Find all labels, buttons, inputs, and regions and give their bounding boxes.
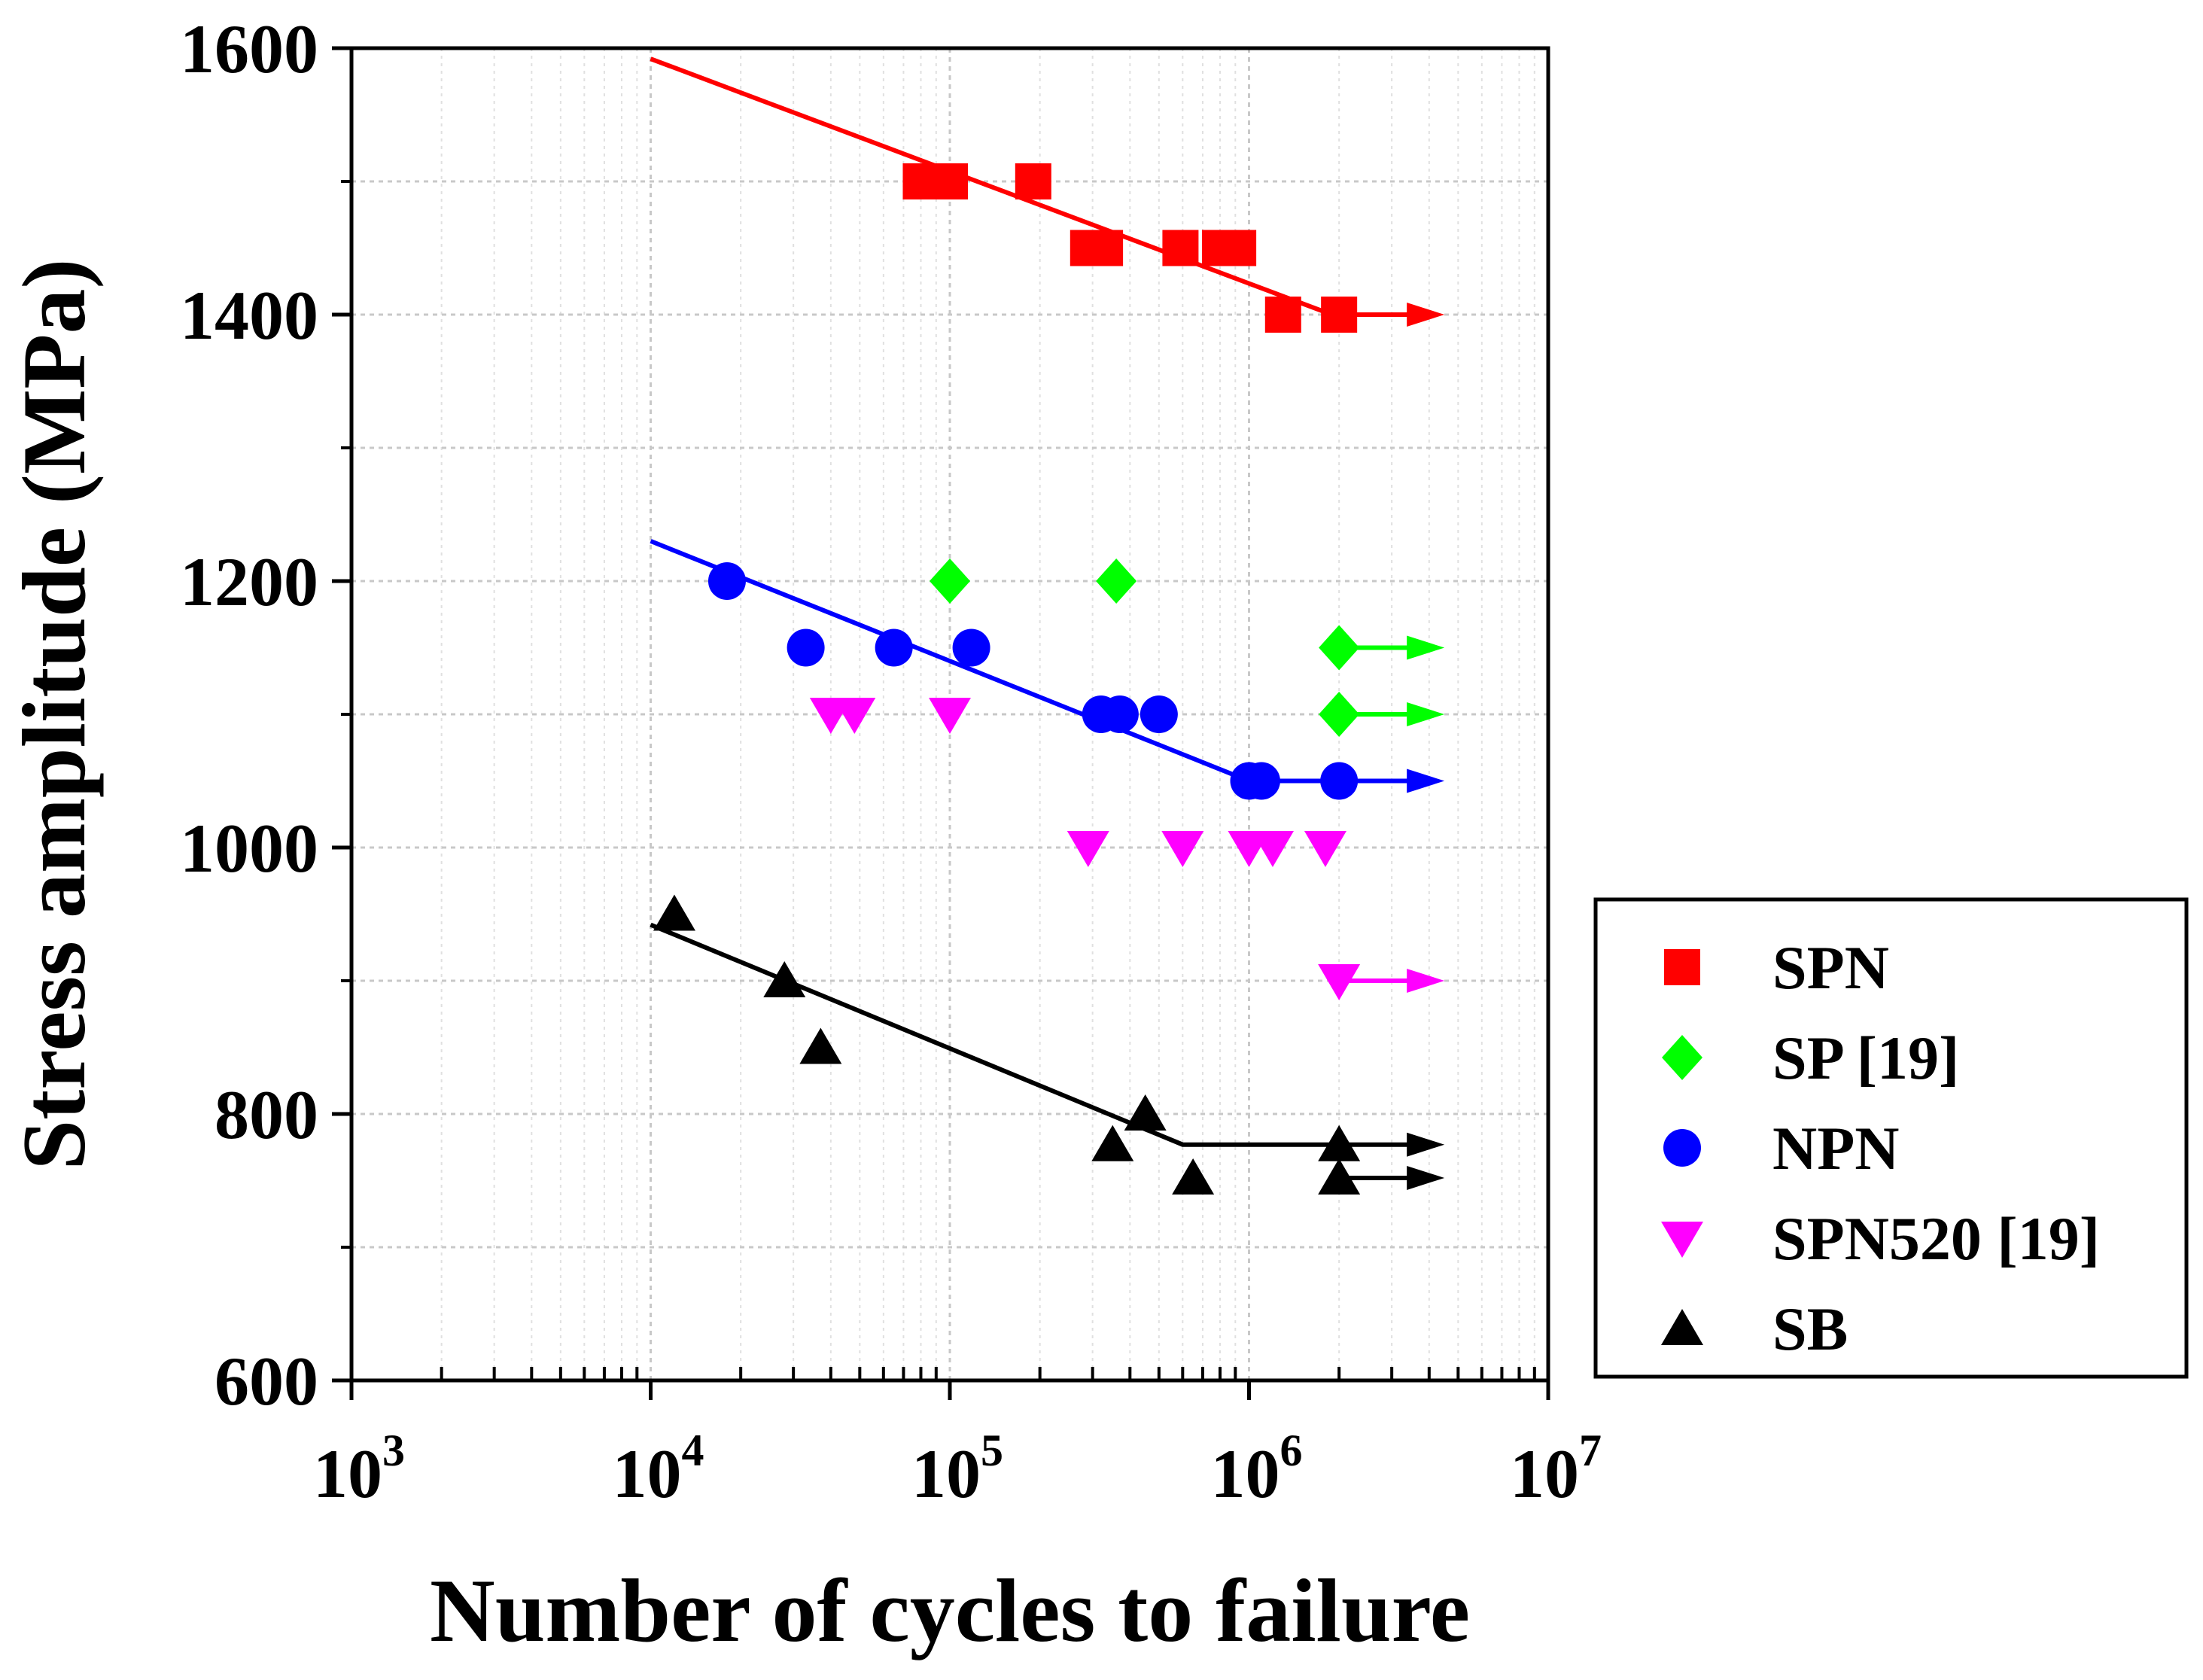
data-point-sp-19 — [1096, 558, 1137, 604]
data-point-spn — [932, 163, 968, 199]
legend-marker-sp-19 — [1662, 1035, 1702, 1080]
data-point-sb — [1091, 1125, 1134, 1161]
data-points — [653, 163, 1361, 1195]
data-point-spn520-19 — [833, 698, 876, 734]
y-tick-label: 1000 — [180, 810, 318, 887]
data-point-spn — [1220, 230, 1257, 266]
data-point-sb — [1172, 1158, 1215, 1195]
data-point-sp-19 — [1319, 625, 1360, 671]
legend-label-npn: NPN — [1772, 1114, 1900, 1182]
legend-marker-spn — [1664, 949, 1700, 985]
data-point-sb — [1318, 1125, 1361, 1161]
data-point-npn — [875, 628, 913, 667]
data-point-npn — [1242, 762, 1280, 800]
y-tick-label: 800 — [215, 1076, 318, 1153]
legend-label-sb: SB — [1772, 1295, 1848, 1363]
legend-marker-spn520-19 — [1661, 1222, 1703, 1258]
y-axis-title: Stress amplitude (MPa) — [4, 258, 104, 1170]
x-tick-label: 106 — [1211, 1426, 1303, 1512]
legend: SPN SP [19] NPN SPN520 [19] SB — [1593, 897, 2189, 1379]
x-tick-label: 104 — [613, 1426, 704, 1512]
data-point-spn — [1321, 297, 1358, 333]
y-tick-label: 1200 — [180, 543, 318, 620]
runout-arrowhead-sb — [1407, 1165, 1445, 1190]
runout-arrowhead-spn — [1407, 303, 1445, 327]
y-tick-label: 1600 — [180, 11, 318, 87]
legend-label-spn: SPN — [1772, 933, 1889, 1002]
runout-arrowhead-spn520-19 — [1407, 969, 1445, 993]
data-point-spn520-19 — [1161, 831, 1204, 867]
axes: 600 800 1000 1200 1400 1600 103 104 105 106 107 — [180, 11, 1602, 1512]
x-axis-title: Number of cycles to failure — [430, 1560, 1470, 1660]
legend-label-spn520-19: SPN520 [19] — [1772, 1204, 2100, 1273]
legend-marker-npn — [1663, 1129, 1701, 1167]
data-point-spn520-19 — [1067, 831, 1109, 867]
data-point-npn — [1100, 695, 1139, 733]
legend-marker-sb — [1661, 1309, 1703, 1345]
data-point-sb — [1318, 1158, 1361, 1195]
data-point-spn — [1264, 297, 1301, 333]
data-point-sb — [1124, 1094, 1167, 1131]
data-point-sb — [799, 1027, 842, 1064]
y-tick-label: 600 — [215, 1343, 318, 1420]
fit-line-spn — [650, 56, 1340, 320]
x-tick-label: 103 — [313, 1426, 405, 1512]
data-point-sp-19 — [1319, 692, 1360, 737]
y-tick-label: 1400 — [180, 277, 318, 354]
data-point-spn — [1162, 230, 1199, 266]
data-point-sb — [763, 961, 806, 997]
x-tick-label: 105 — [911, 1426, 1003, 1512]
runout-arrowhead-sp-19 — [1407, 635, 1445, 660]
runout-arrowhead-sb — [1407, 1132, 1445, 1157]
data-point-spn — [1015, 163, 1051, 199]
data-point-npn — [1140, 695, 1178, 733]
data-point-spn — [1087, 230, 1124, 266]
data-point-npn — [952, 628, 990, 667]
runout-arrows — [1339, 303, 1445, 1190]
x-tick-label: 107 — [1510, 1426, 1602, 1512]
data-point-spn520-19 — [1304, 831, 1346, 867]
legend-label-sp-19: SP [19] — [1772, 1024, 1959, 1092]
data-point-npn — [707, 562, 746, 600]
data-point-npn — [1320, 762, 1359, 800]
data-point-spn520-19 — [1251, 831, 1294, 867]
runout-arrowhead-npn — [1407, 768, 1445, 793]
fit-line-sb — [650, 922, 1340, 1147]
data-point-sb — [653, 894, 695, 931]
data-point-npn — [787, 628, 825, 667]
data-point-sp-19 — [930, 558, 970, 604]
data-point-spn520-19 — [1318, 964, 1361, 1000]
data-point-spn520-19 — [929, 698, 971, 734]
runout-arrowhead-sp-19 — [1407, 702, 1445, 726]
